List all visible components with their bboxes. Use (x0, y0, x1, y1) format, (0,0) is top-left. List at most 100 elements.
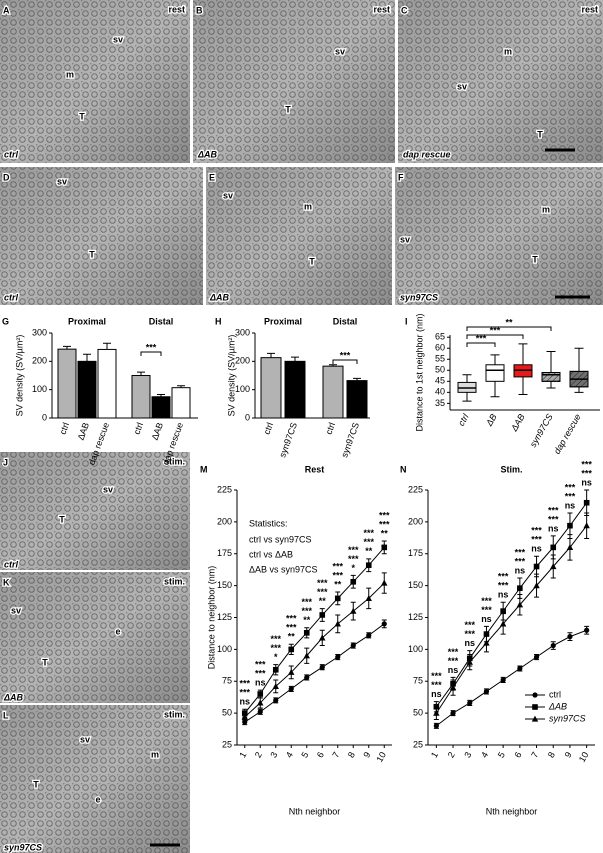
significance-bracket (466, 326, 552, 331)
bar (171, 387, 191, 419)
y-tick-label: 300 (32, 327, 47, 337)
micrograph-label: rest (581, 4, 598, 14)
marker (366, 632, 372, 638)
micrograph-label: m (504, 46, 512, 56)
significance-label: *** (448, 647, 459, 657)
error-bar (63, 345, 71, 350)
significance-label: *** (317, 587, 328, 597)
micrograph-label: T (59, 514, 65, 524)
micrograph-label: T (537, 129, 543, 139)
micrograph-texture (395, 167, 603, 305)
group-label: Distal (333, 316, 358, 326)
y-tick-label: 200 (235, 356, 250, 366)
marker (567, 634, 573, 640)
group-label: Proximal (264, 316, 302, 326)
marker (304, 674, 310, 681)
significance-label: * (351, 563, 355, 573)
micrograph-label: sv (335, 46, 345, 56)
significance-label: *** (481, 596, 492, 606)
significance-label: ns (239, 697, 250, 707)
y-axis-label: SV density (SV/µm²) (226, 335, 236, 417)
x-tick-label: 2 (253, 750, 264, 759)
x-tick-label: 7 (529, 750, 540, 759)
panel-letter: E (209, 172, 215, 182)
micrograph-label: rest (373, 4, 390, 14)
y-tick-label: 125 (217, 612, 232, 622)
error-bar (267, 352, 275, 358)
micrograph-label: ctrl (4, 292, 19, 302)
x-tick-label: ctrl (262, 421, 276, 436)
marker (334, 595, 341, 602)
legend-label: syn97CS (549, 713, 586, 723)
x-tick-label: ctrl (58, 421, 72, 436)
significance-bracket (332, 359, 358, 364)
marker (433, 723, 439, 729)
x-tick-label: syn97CS (339, 421, 361, 459)
significance-bracket (466, 334, 524, 339)
significance-label: ns (498, 590, 509, 600)
panel-letter: K (3, 577, 10, 587)
y-tick-label: 200 (217, 516, 232, 526)
micrograph-label: T (309, 256, 315, 266)
y-tick-label: 50 (222, 708, 232, 718)
significance-label: *** (270, 634, 281, 644)
x-tick-label: 9 (361, 750, 372, 759)
micrograph-label: stim. (164, 456, 185, 466)
panel-letter: I (405, 316, 408, 326)
micrograph-label: sv (457, 81, 467, 91)
micrograph-label: m (542, 204, 550, 214)
marker (303, 652, 310, 659)
series-line (244, 547, 385, 714)
significance-label: ns (448, 665, 459, 675)
x-tick-label: 9 (563, 750, 574, 759)
micrograph-label: sv (400, 234, 410, 244)
whisker-low (546, 381, 556, 389)
series-line (244, 623, 385, 723)
marker (533, 563, 540, 570)
y-tick-label: 65 (435, 332, 445, 342)
significance-label: *** (301, 606, 312, 616)
y-tick-label: 25 (413, 739, 423, 749)
micrograph-label: sv (80, 734, 90, 744)
significance-label: *** (565, 491, 576, 501)
marker (350, 642, 356, 649)
y-tick-label: 55 (435, 354, 445, 364)
micrograph-label: sv (113, 34, 123, 44)
y-tick-label: 100 (217, 644, 232, 654)
significance-label: *** (464, 620, 475, 630)
chart-title: Stim. (500, 464, 522, 474)
marker (335, 654, 341, 660)
significance-label: ns (464, 638, 475, 648)
legend-label: ΔAB (548, 701, 567, 711)
x-tick-label: 1 (429, 750, 440, 759)
significance-label: *** (490, 325, 501, 335)
significance-label: *** (340, 350, 351, 360)
panel-letter: J (3, 457, 8, 467)
significance-label: ** (505, 317, 513, 327)
marker (531, 715, 539, 722)
significance-label: ns (255, 678, 266, 688)
micrograph-label: ctrl (4, 559, 19, 569)
y-tick-label: 40 (435, 387, 445, 397)
statistics-entry: ctrl vs syn97CS (249, 534, 312, 544)
whisker-low (462, 392, 472, 402)
y-tick-label: 200 (408, 516, 423, 526)
x-tick-label: ΔAB (150, 421, 166, 441)
x-tick-label: 4 (479, 750, 490, 759)
marker (381, 544, 388, 551)
whisker-high (574, 347, 584, 372)
micrograph-label: syn97CS (400, 292, 438, 302)
x-axis-label: Nth neighbor (486, 806, 538, 816)
y-tick-label: 175 (408, 548, 423, 558)
marker (533, 582, 540, 589)
x-tick-label: 3 (268, 750, 279, 759)
marker (450, 710, 456, 716)
y-tick-label: 45 (435, 376, 445, 386)
panel-letter: A (3, 5, 10, 15)
marker (584, 627, 590, 633)
significance-label: *** (301, 597, 312, 607)
series-line (435, 525, 588, 714)
micrograph-label: sv (57, 176, 67, 186)
significance-label: *** (286, 623, 297, 633)
micrograph-label: ΔAB (3, 692, 24, 702)
